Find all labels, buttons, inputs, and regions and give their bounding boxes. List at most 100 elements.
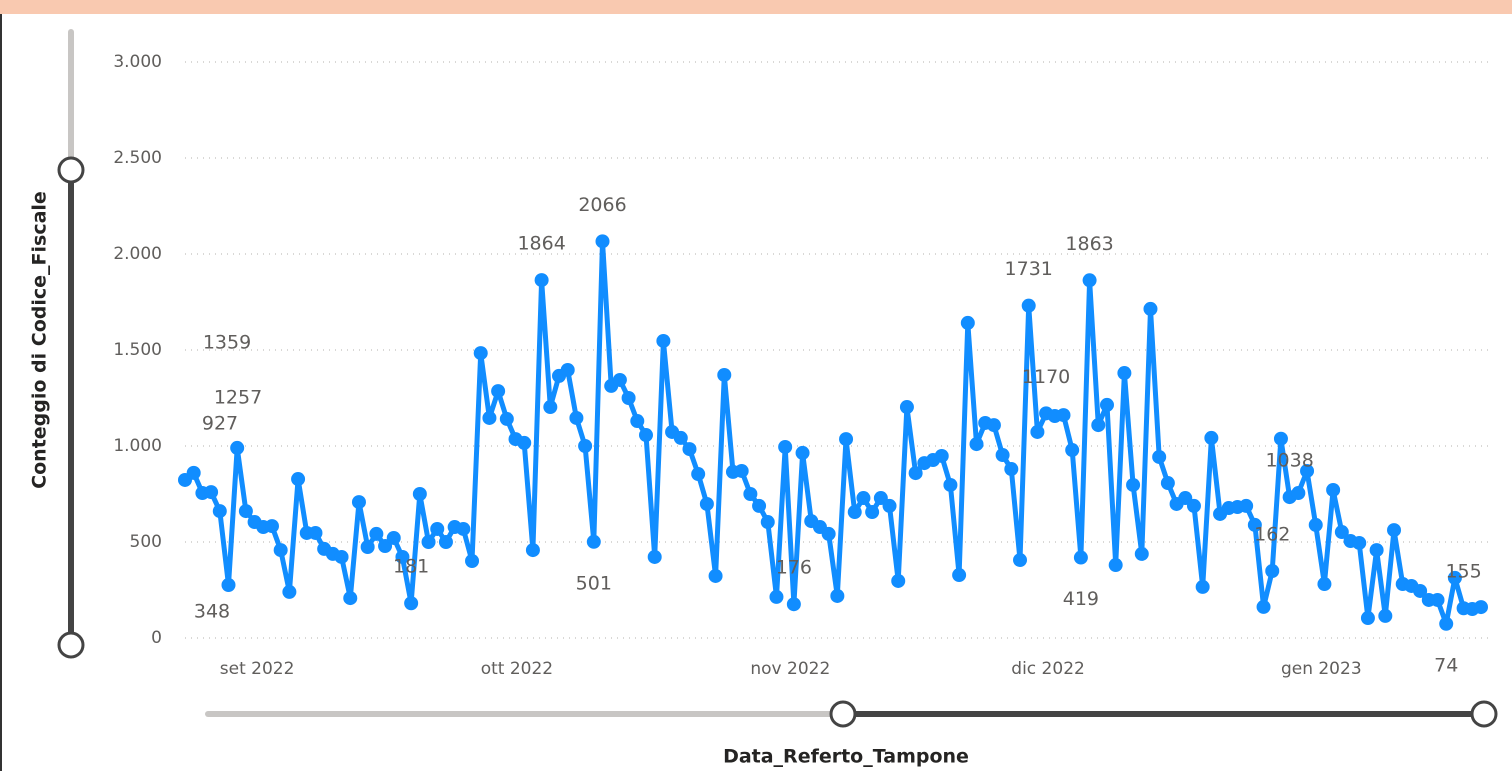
y-tick-label: 2.500 bbox=[113, 148, 162, 168]
data-point bbox=[630, 414, 645, 429]
data-point bbox=[821, 526, 836, 541]
data-point bbox=[899, 400, 914, 415]
y-range-slider[interactable] bbox=[57, 29, 85, 659]
data-point bbox=[1143, 301, 1158, 316]
data-point bbox=[308, 525, 323, 540]
annotation: 1257 bbox=[214, 387, 262, 409]
data-label: 419 bbox=[1063, 588, 1099, 610]
data-point bbox=[586, 534, 601, 549]
annotation: 348 bbox=[194, 601, 230, 623]
data-point bbox=[525, 543, 540, 558]
x-tick-label: nov 2022 bbox=[750, 659, 830, 679]
data-point bbox=[430, 521, 445, 536]
data-point bbox=[952, 568, 967, 583]
data-point bbox=[351, 495, 366, 510]
slider-handle[interactable] bbox=[829, 700, 857, 728]
data-label: 1731 bbox=[1005, 258, 1053, 280]
data-point bbox=[1413, 583, 1428, 598]
data-point bbox=[273, 543, 288, 558]
data-point bbox=[1082, 273, 1097, 288]
data-point bbox=[1326, 482, 1341, 497]
data-point bbox=[369, 526, 384, 541]
data-point bbox=[691, 467, 706, 482]
data-point bbox=[1439, 616, 1454, 631]
slider-handle[interactable] bbox=[57, 156, 85, 184]
y-axis-title: Conteggio di Codice_Fiscale bbox=[29, 191, 51, 489]
y-tick-label: 3.000 bbox=[113, 52, 162, 72]
data-point bbox=[1160, 476, 1175, 491]
data-point bbox=[743, 487, 758, 501]
data-point bbox=[1369, 543, 1384, 558]
data-point bbox=[969, 437, 984, 452]
data-point bbox=[1152, 449, 1167, 464]
data-point bbox=[1352, 535, 1367, 550]
x-tick-label: set 2022 bbox=[220, 659, 295, 679]
data-point bbox=[456, 521, 471, 536]
data-point bbox=[1247, 517, 1262, 532]
data-point bbox=[1334, 525, 1349, 540]
header-band bbox=[0, 0, 1512, 14]
data-point bbox=[230, 440, 245, 455]
y-tick-label: 2.000 bbox=[113, 244, 162, 264]
data-point bbox=[291, 472, 306, 487]
data-point bbox=[647, 549, 662, 564]
data-label: 181 bbox=[393, 556, 429, 578]
data-point bbox=[908, 466, 923, 481]
data-point bbox=[186, 465, 201, 480]
data-label: 2066 bbox=[578, 194, 626, 216]
data-point bbox=[1291, 486, 1306, 501]
data-point bbox=[1273, 431, 1288, 446]
data-point bbox=[847, 505, 862, 520]
data-point bbox=[204, 485, 219, 500]
data-point bbox=[238, 504, 253, 519]
data-point bbox=[560, 362, 575, 377]
data-point bbox=[839, 432, 854, 447]
data-point bbox=[995, 448, 1010, 463]
data-point bbox=[1030, 424, 1045, 439]
slider-handle[interactable] bbox=[1470, 700, 1498, 728]
y-tick-label: 0 bbox=[151, 628, 162, 648]
x-range-slider[interactable] bbox=[205, 700, 1498, 728]
data-point bbox=[1430, 592, 1445, 607]
data-point bbox=[1239, 498, 1254, 513]
data-point bbox=[778, 439, 793, 454]
data-label: 155 bbox=[1445, 561, 1481, 583]
data-point bbox=[569, 410, 584, 425]
data-label: 501 bbox=[576, 572, 612, 594]
data-point bbox=[517, 435, 532, 450]
data-point bbox=[412, 487, 427, 501]
data-point bbox=[638, 428, 653, 443]
data-point bbox=[1073, 550, 1088, 565]
data-label: 1863 bbox=[1065, 233, 1113, 255]
x-axis-title: Data_Referto_Tampone bbox=[723, 746, 969, 768]
data-point bbox=[673, 430, 688, 445]
data-point bbox=[534, 273, 549, 288]
annotation: 1359 bbox=[203, 332, 251, 354]
data-point bbox=[1317, 577, 1332, 592]
data-point bbox=[1378, 608, 1393, 623]
data-point bbox=[1186, 498, 1201, 513]
data-point bbox=[717, 367, 732, 382]
annotation: 927 bbox=[202, 413, 238, 435]
data-point bbox=[395, 549, 410, 564]
data-point bbox=[1126, 477, 1141, 492]
data-point bbox=[830, 588, 845, 603]
data-point bbox=[343, 591, 358, 606]
data-point bbox=[943, 477, 958, 492]
data-point bbox=[1265, 563, 1280, 578]
data-point bbox=[865, 505, 880, 520]
data-point bbox=[795, 445, 810, 460]
data-point bbox=[1195, 579, 1210, 594]
data-point bbox=[404, 596, 419, 611]
data-point bbox=[438, 535, 453, 549]
data-point bbox=[656, 333, 671, 348]
data-point bbox=[1004, 462, 1019, 477]
slider-handle[interactable] bbox=[57, 631, 85, 659]
y-tick-label: 1.500 bbox=[113, 340, 162, 360]
x-tick-label: ott 2022 bbox=[481, 659, 553, 679]
data-point bbox=[334, 549, 349, 564]
data-point bbox=[360, 539, 375, 554]
data-point bbox=[499, 411, 514, 426]
data-point bbox=[1360, 611, 1375, 626]
